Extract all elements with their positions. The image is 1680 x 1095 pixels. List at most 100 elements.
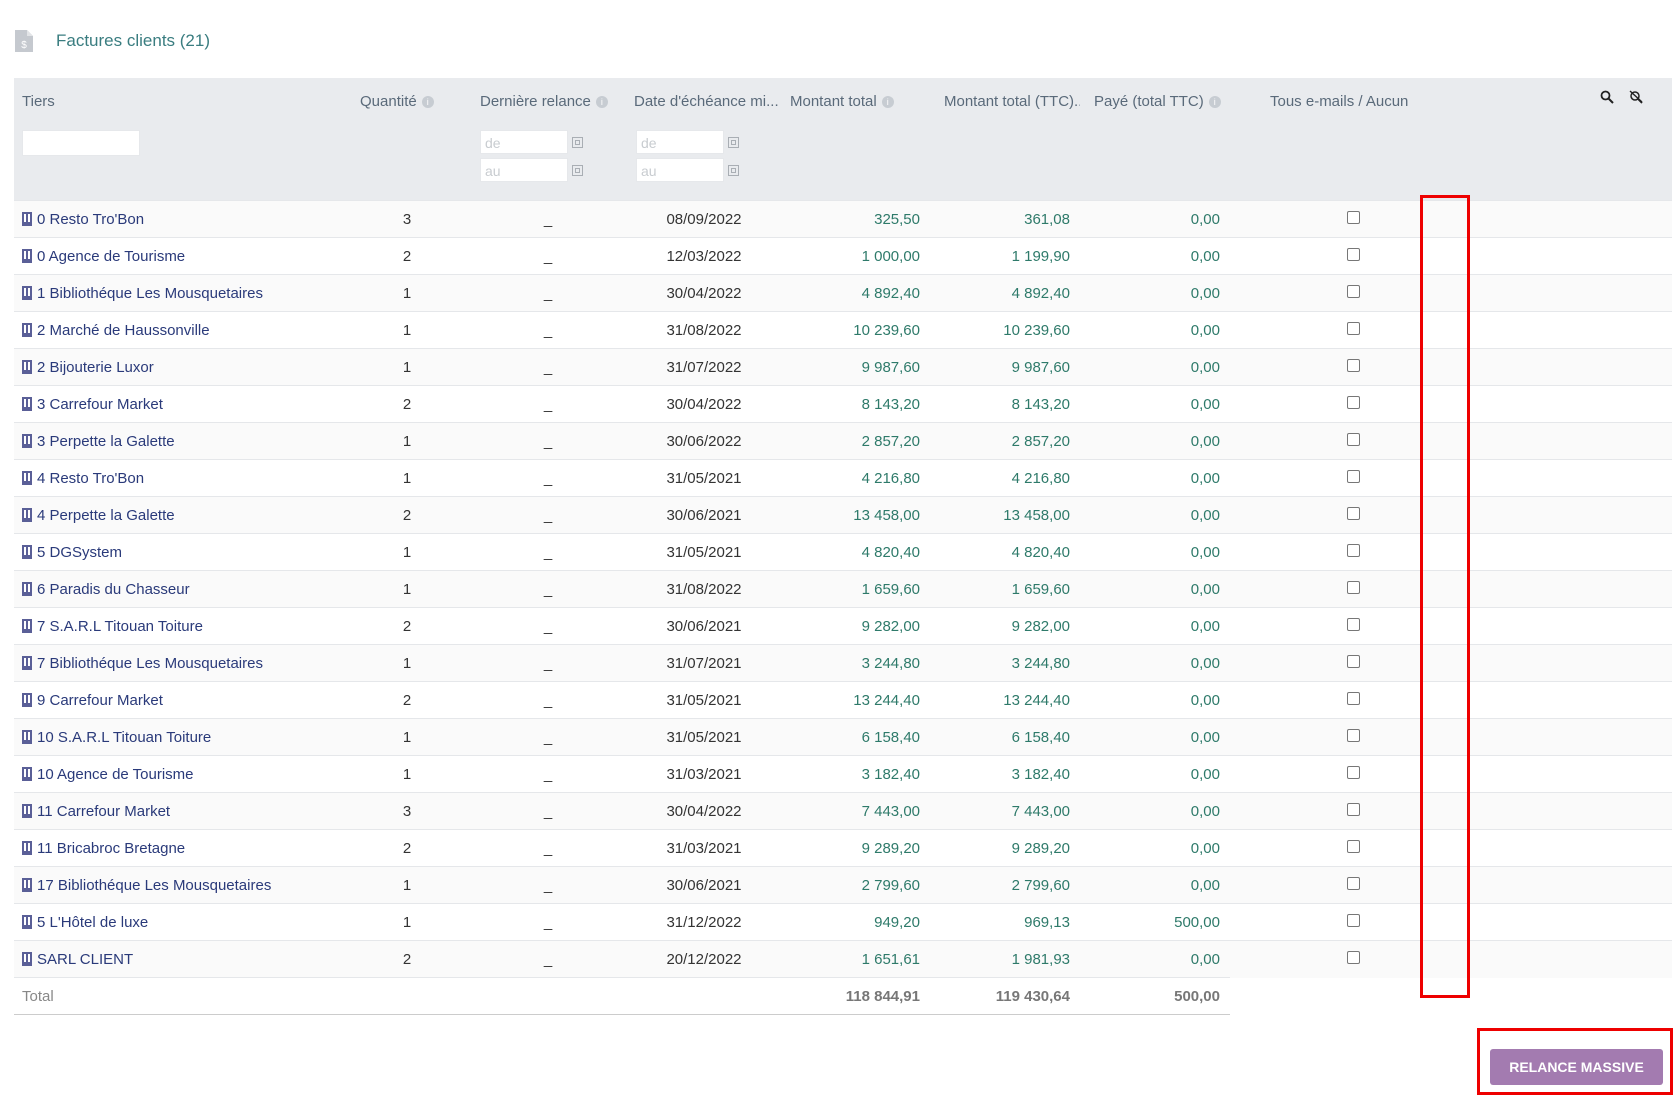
table-row[interactable]: 2 Marché de Haussonville 1 _ 31/08/2022 10 2… — [14, 311, 1672, 349]
relance-cell: _ — [470, 459, 626, 497]
calendar-icon[interactable] — [728, 136, 739, 148]
tiers-link[interactable]: 7 Bibliothéque Les Mousquetaires — [37, 654, 263, 672]
tiers-link[interactable]: 5 L'Hôtel de luxe — [37, 913, 149, 931]
cell — [1440, 311, 1672, 349]
table-row[interactable]: 5 DGSystem 1 _ 31/05/2021 4 820,40 4 820,40 0,… — [14, 533, 1672, 571]
table-row[interactable]: 1 Bibliothéque Les Mousquetaires 1 _ 30/04/… — [14, 274, 1672, 312]
email-checkbox[interactable] — [1346, 950, 1360, 964]
tiers-link[interactable]: 10 S.A.R.L Titouan Toiture — [37, 728, 212, 746]
table-row[interactable]: 7 Bibliothéque Les Mousquetaires 1 _ 31/07/… — [14, 644, 1672, 682]
table-row[interactable]: 11 Bricabroc Bretagne 2 _ 31/03/2021 9 289,2… — [14, 829, 1672, 867]
table-row[interactable]: 17 Bibliothéque Les Mousquetaires 1 _ 30/06… — [14, 866, 1672, 904]
cell — [1440, 829, 1672, 867]
email-checkbox[interactable] — [1346, 321, 1360, 335]
table-row[interactable]: 9 Carrefour Market 2 _ 31/05/2021 13 244,40 1… — [14, 681, 1672, 719]
tiers-link[interactable]: 6 Paradis du Chasseur — [37, 580, 190, 598]
table-row[interactable]: 10 S.A.R.L Titouan Toiture 1 _ 31/05/2021 6 … — [14, 718, 1672, 756]
search-icon[interactable] — [1600, 90, 1614, 104]
email-checkbox[interactable] — [1346, 876, 1360, 890]
table-row[interactable]: 4 Resto Tro'Bon 1 _ 31/05/2021 4 216,80 4 216… — [14, 459, 1672, 497]
email-checkbox[interactable] — [1346, 913, 1360, 927]
email-checkbox[interactable] — [1346, 839, 1360, 853]
column-header-quantite[interactable]: Quantité i — [344, 78, 470, 124]
calendar-icon[interactable] — [572, 164, 583, 176]
relance-from-input[interactable]: de — [480, 130, 568, 154]
table-row[interactable]: 0 Resto Tro'Bon 3 _ 08/09/2022 325,50 361,08 0… — [14, 200, 1672, 238]
table-row[interactable]: 2 Bijouterie Luxor 1 _ 31/07/2022 9 987,60 9 … — [14, 348, 1672, 386]
email-checkbox[interactable] — [1346, 691, 1360, 705]
echeance-to-input[interactable]: au — [636, 158, 724, 182]
tiers-link[interactable]: 17 Bibliothéque Les Mousquetaires — [37, 876, 272, 894]
email-checkbox[interactable] — [1346, 654, 1360, 668]
tiers-link[interactable]: 9 Carrefour Market — [37, 691, 163, 709]
email-checkbox[interactable] — [1346, 284, 1360, 298]
table-row[interactable]: 5 L'Hôtel de luxe 1 _ 31/12/2022 949,20 969,1… — [14, 903, 1672, 941]
cell — [1230, 311, 1440, 349]
relance-cell: _ — [470, 940, 626, 978]
tiers-link[interactable]: 0 Agence de Tourisme — [37, 247, 186, 265]
relance-massive-button[interactable]: RELANCE MASSIVE — [1490, 1049, 1663, 1085]
tiers-link[interactable]: 11 Bricabroc Bretagne — [37, 839, 186, 857]
table-row[interactable]: 6 Paradis du Chasseur 1 _ 31/08/2022 1 659,6… — [14, 570, 1672, 608]
table-row[interactable]: 0 Agence de Tourisme 2 _ 12/03/2022 1 000,00… — [14, 237, 1672, 275]
total-label: Total — [14, 977, 344, 1015]
paye-cell: 0,00 — [1080, 644, 1230, 682]
tiers-link[interactable]: 11 Carrefour Market — [37, 802, 171, 820]
table-row[interactable]: 11 Carrefour Market 3 _ 30/04/2022 7 443,00 7… — [14, 792, 1672, 830]
tiers-link[interactable]: 2 Marché de Haussonville — [37, 321, 210, 339]
cell — [1230, 237, 1440, 275]
email-checkbox[interactable] — [1346, 617, 1360, 631]
montant-cell: 2 799,60 — [782, 866, 930, 904]
tiers-link[interactable]: 0 Resto Tro'Bon — [37, 210, 145, 228]
email-checkbox[interactable] — [1346, 765, 1360, 779]
calendar-icon[interactable] — [728, 164, 739, 176]
tiers-cell: 4 Perpette la Galette — [14, 496, 344, 534]
tiers-link[interactable]: 10 Agence de Tourisme — [37, 765, 194, 783]
echeance-cell: 30/06/2021 — [626, 607, 782, 645]
email-checkbox[interactable] — [1346, 728, 1360, 742]
tiers-link[interactable]: 1 Bibliothéque Les Mousquetaires — [37, 284, 263, 302]
filter-relance-cell: de au — [470, 124, 626, 201]
table-row[interactable]: 4 Perpette la Galette 2 _ 30/06/2021 13 458,… — [14, 496, 1672, 534]
email-checkbox[interactable] — [1346, 247, 1360, 261]
tiers-link[interactable]: 5 DGSystem — [37, 543, 123, 561]
paye-cell: 0,00 — [1080, 311, 1230, 349]
info-icon: i — [1208, 95, 1221, 108]
tiers-link[interactable]: 3 Perpette la Galette — [37, 432, 175, 450]
email-checkbox[interactable] — [1346, 432, 1360, 446]
column-header-paye[interactable]: Payé (total TTC) i — [1080, 78, 1230, 124]
relance-cell: _ — [470, 607, 626, 645]
email-checkbox[interactable] — [1346, 580, 1360, 594]
email-checkbox[interactable] — [1346, 395, 1360, 409]
tiers-link[interactable]: 3 Carrefour Market — [37, 395, 163, 413]
montant-cell: 4 820,40 — [782, 533, 930, 571]
tiers-link[interactable]: 7 S.A.R.L Titouan Toiture — [37, 617, 203, 635]
relance-to-input[interactable]: au — [480, 158, 568, 182]
tiers-link[interactable]: 4 Perpette la Galette — [37, 506, 175, 524]
column-header-montant-total[interactable]: Montant total i — [782, 78, 930, 124]
table-row[interactable]: 7 S.A.R.L Titouan Toiture 2 _ 30/06/2021 9 2… — [14, 607, 1672, 645]
tiers-filter-input[interactable] — [22, 130, 140, 156]
calendar-icon[interactable] — [572, 136, 583, 148]
table-row[interactable]: SARL CLIENT 2 _ 20/12/2022 1 651,61 1 981,93 0… — [14, 940, 1672, 978]
column-header-date-echeance[interactable]: Date d'échéance mi... — [626, 78, 782, 124]
column-header-derniere-relance[interactable]: Dernière relance i — [470, 78, 626, 124]
building-icon — [22, 914, 32, 929]
column-header-montant-ttc[interactable]: Montant total (TTC)... — [930, 78, 1080, 124]
column-header-emails[interactable]: Tous e-mails / Aucun — [1230, 78, 1440, 124]
table-row[interactable]: 3 Carrefour Market 2 _ 30/04/2022 8 143,20 8 … — [14, 385, 1672, 423]
clear-search-icon[interactable] — [1628, 90, 1644, 104]
column-header-tiers[interactable]: Tiers — [14, 78, 344, 124]
tiers-link[interactable]: 4 Resto Tro'Bon — [37, 469, 145, 487]
table-row[interactable]: 3 Perpette la Galette 1 _ 30/06/2022 2 857,2… — [14, 422, 1672, 460]
email-checkbox[interactable] — [1346, 358, 1360, 372]
email-checkbox[interactable] — [1346, 802, 1360, 816]
tiers-link[interactable]: 2 Bijouterie Luxor — [37, 358, 154, 376]
email-checkbox[interactable] — [1346, 469, 1360, 483]
tiers-link[interactable]: SARL CLIENT — [37, 950, 134, 968]
email-checkbox[interactable] — [1346, 210, 1360, 224]
table-row[interactable]: 10 Agence de Tourisme 1 _ 31/03/2021 3 182,4… — [14, 755, 1672, 793]
echeance-from-input[interactable]: de — [636, 130, 724, 154]
email-checkbox[interactable] — [1346, 543, 1360, 557]
email-checkbox[interactable] — [1346, 506, 1360, 520]
